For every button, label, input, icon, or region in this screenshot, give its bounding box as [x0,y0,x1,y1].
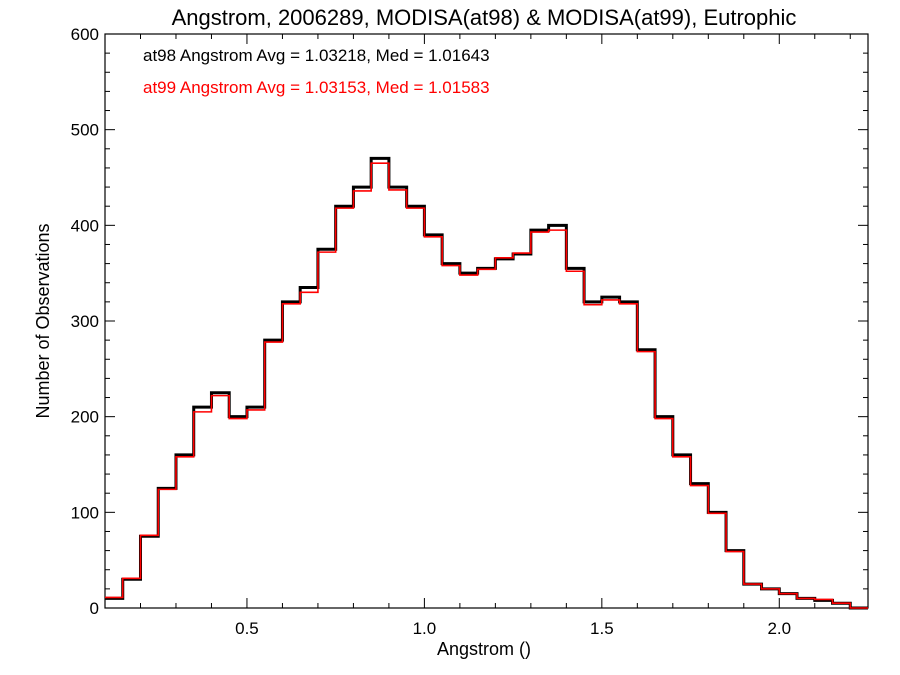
series-layer [105,156,868,610]
y-tick-label: 600 [71,25,99,44]
series-line-at99 [105,162,868,609]
x-tick-label: 0.5 [235,619,259,638]
y-axis-label: Number of Observations [33,223,53,418]
plot-area-frame [104,33,869,609]
x-tick-label: 1.5 [590,619,614,638]
x-tick-label: 2.0 [767,619,791,638]
x-axis: 0.5 1.0 1.5 2.0 [104,34,851,638]
y-tick-label: 200 [71,408,99,427]
y-tick-label: 0 [90,599,99,618]
series-line-at98 [105,156,868,610]
legend-at98: at98 Angstrom Avg = 1.03218, Med = 1.016… [143,46,490,65]
legend-at99: at99 Angstrom Avg = 1.03153, Med = 1.015… [143,78,490,97]
y-tick-label: 500 [71,121,99,140]
y-tick-label: 100 [71,503,99,522]
chart-title: Angstrom, 2006289, MODISA(at98) & MODISA… [172,5,797,30]
x-axis-label: Angstrom () [437,639,531,659]
y-axis: 0 100 200 300 400 500 600 [71,25,868,618]
y-tick-label: 300 [71,312,99,331]
y-tick-label: 400 [71,216,99,235]
x-tick-label: 1.0 [413,619,437,638]
